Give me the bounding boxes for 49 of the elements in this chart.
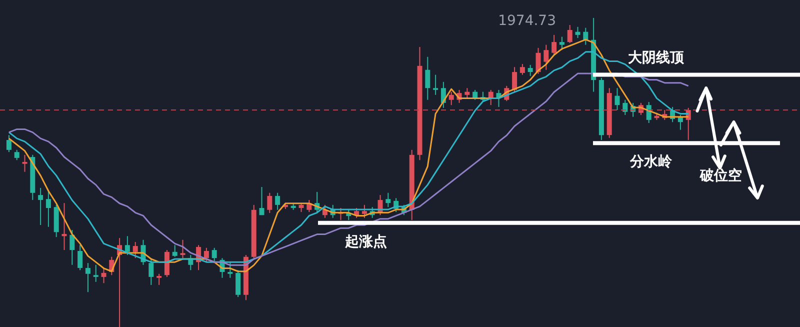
candlestick [259, 186, 264, 216]
candlestick [559, 36, 564, 51]
candlestick [14, 149, 20, 161]
candlestick [544, 44, 549, 70]
candlestick [132, 242, 138, 259]
candlestick [22, 154, 28, 172]
candlestick [180, 239, 186, 259]
candlestick [124, 236, 130, 256]
candlestick [448, 91, 454, 106]
candlestick [46, 190, 51, 228]
candlestick [622, 99, 628, 116]
candlestick [93, 264, 98, 282]
candlestick [228, 262, 233, 278]
candlestick [552, 34, 557, 56]
candlestick [204, 247, 209, 263]
candlestick [85, 262, 90, 293]
candlestick [354, 208, 360, 218]
candlestick [433, 74, 438, 96]
candlestick [464, 88, 470, 98]
candlestick [536, 47, 541, 74]
ref-line-label: 分水岭 [629, 154, 673, 170]
candlestick [148, 258, 154, 286]
candlestick [614, 88, 620, 111]
ref-line-label: 大阴线顶 [628, 50, 685, 66]
candlestick [528, 64, 533, 77]
candlestick [156, 273, 162, 286]
candlestick [512, 66, 518, 92]
annotation: 1974.73 [498, 13, 556, 29]
candlestick [6, 134, 12, 153]
candlestick [575, 26, 580, 39]
candlestick [362, 204, 367, 218]
candlestick [267, 192, 272, 214]
ref-line-label: 起涨点 [344, 234, 387, 250]
candlestick [275, 192, 280, 210]
candlestick [164, 250, 170, 278]
candlestick [62, 202, 67, 251]
candlestick [78, 244, 83, 271]
candlestick [236, 270, 241, 298]
candlestick [386, 192, 391, 208]
candlestick [583, 27, 588, 46]
candlestick [212, 247, 217, 264]
candlestick [70, 229, 75, 266]
candlestick [425, 56, 430, 100]
candlestick [567, 24, 572, 44]
candlestick [172, 244, 178, 258]
candlestick [38, 187, 44, 226]
text: 破位空 [699, 167, 742, 184]
candlestick [101, 267, 106, 284]
candlestick [520, 63, 525, 76]
